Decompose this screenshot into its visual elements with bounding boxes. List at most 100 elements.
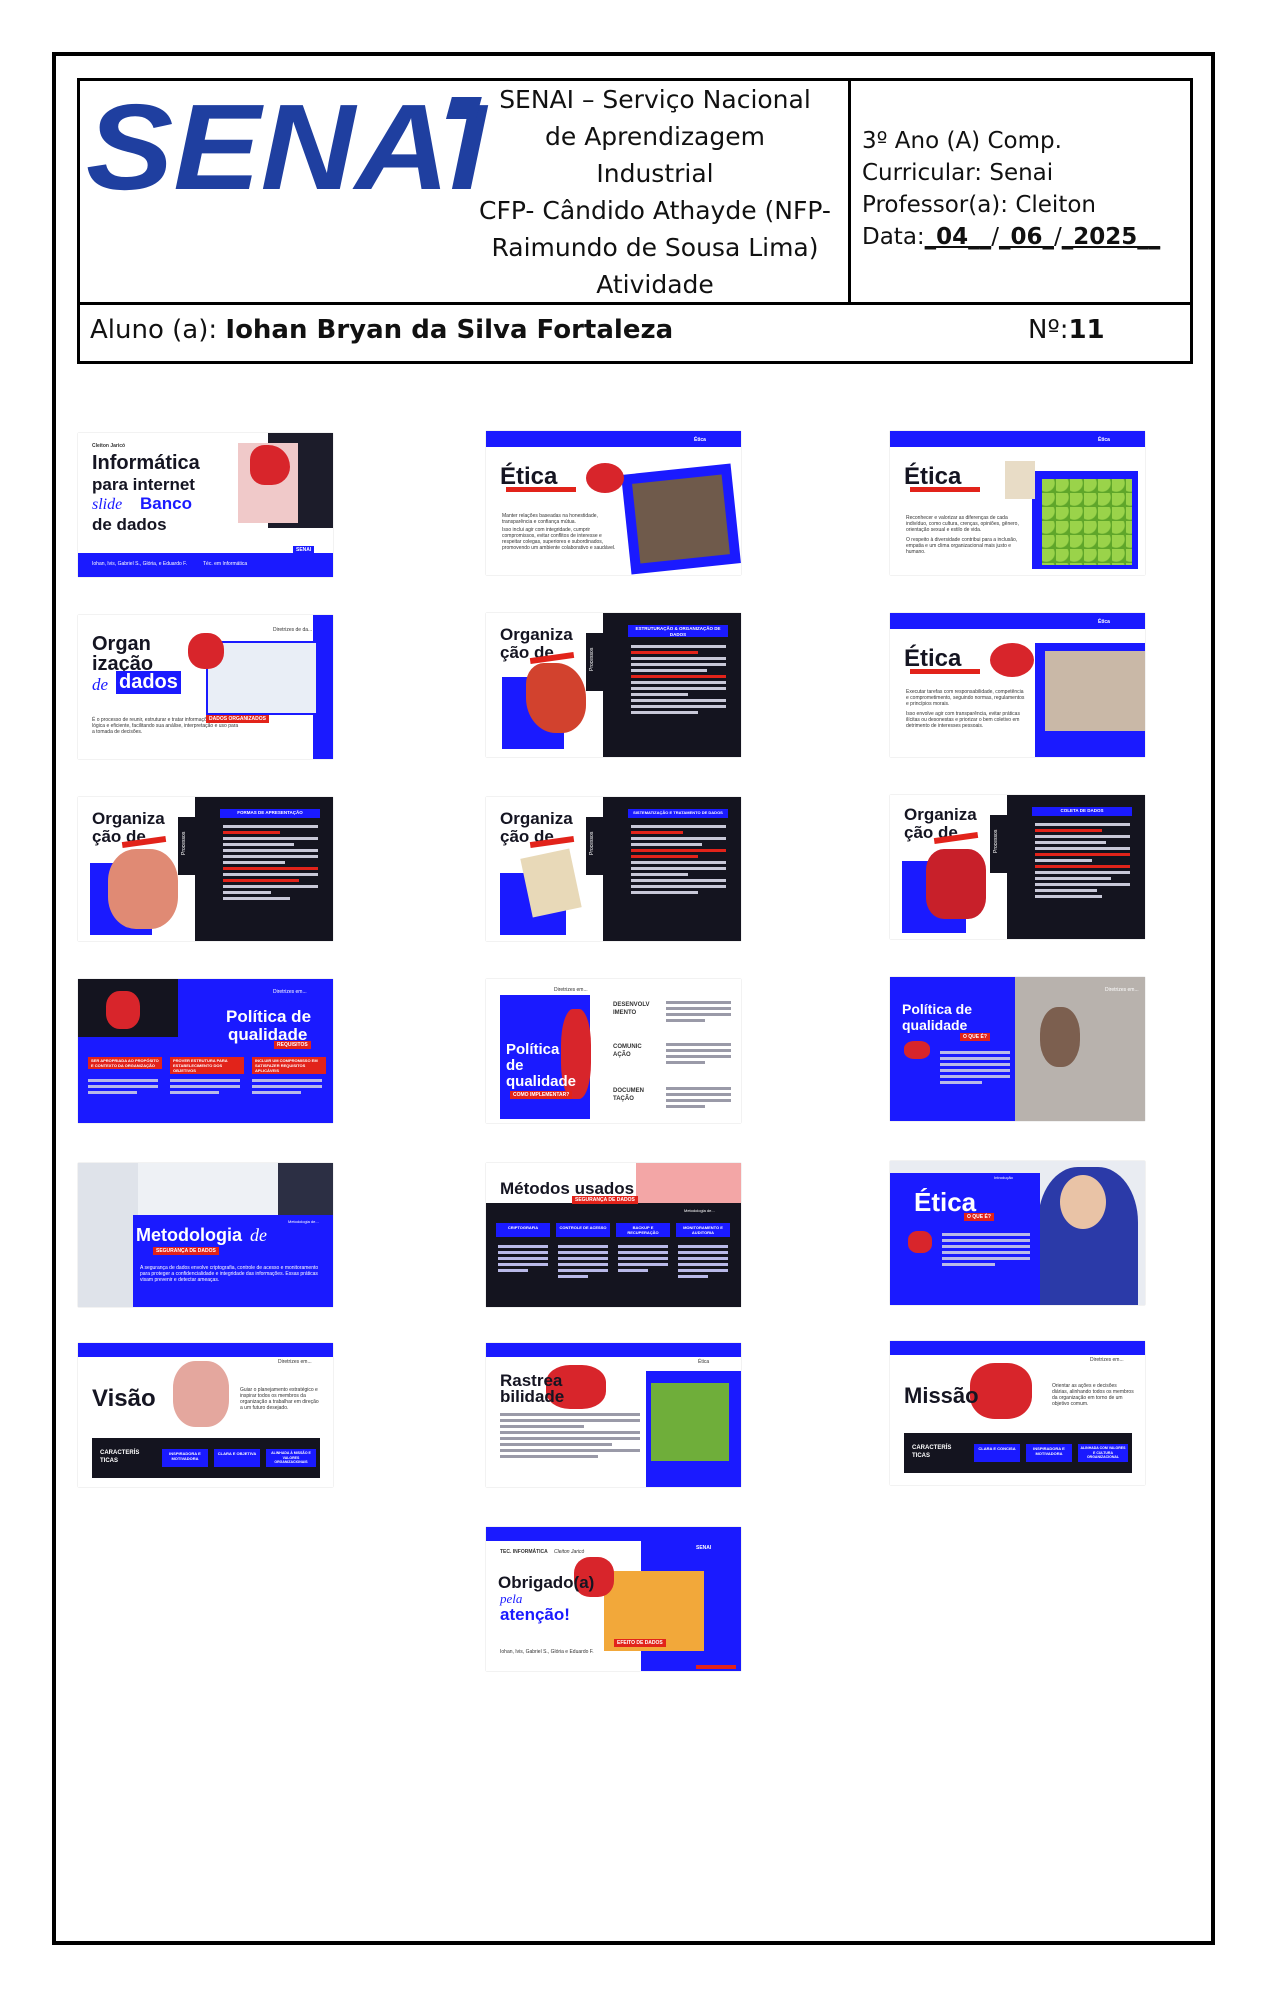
slide-item: DOCUMEN TAÇÃO — [613, 1088, 644, 1102]
slide-title: Ética — [914, 1187, 977, 1217]
date-label: Data: — [862, 224, 925, 250]
slide-title: Organ — [92, 633, 151, 655]
slide-top-bar — [890, 1341, 1145, 1355]
slide-bullet: Isso envolve agir com transparência, evi… — [906, 711, 1020, 729]
slide-heading-bar — [628, 809, 728, 818]
fabric-photo — [636, 1163, 741, 1203]
slide-text: A segurança de dados envolve criptografi… — [140, 1265, 319, 1283]
slide-tag: SENAI — [696, 1545, 712, 1551]
slide-title: Métodos usados — [500, 1179, 635, 1198]
chart-photo — [206, 641, 318, 715]
slide-item: DESENVOLV IMENTO — [613, 1002, 650, 1016]
slide-text-lines — [666, 1087, 731, 1111]
slide-thumbnail-19: SENAI TEC. INFORMÁTICA Cleiton Jaricó Ob… — [486, 1527, 741, 1671]
slide-title: Visão — [92, 1385, 156, 1412]
red-flower-icon — [970, 1363, 1032, 1419]
student-field: Aluno (a): Iohan Bryan da Silva Fortalez… — [90, 315, 673, 345]
slide-text-lines — [631, 645, 726, 717]
chip-label: INSPIRADORA E MOTIVADORA — [1033, 1446, 1065, 1456]
method-label: CRIPTOGRAFIA — [507, 1225, 539, 1230]
slide-thumbnail-12: Diretrizes em... Política de qualidade O… — [890, 977, 1145, 1121]
slide-tag: Ética — [694, 437, 706, 443]
slide-sub: REQUISITOS — [274, 1041, 311, 1049]
class-info: 3º Ano (A) Comp. Curricular: Senai Profe… — [862, 125, 1160, 253]
slide-thumbnail-15: Introdução Ética O QUE É? — [890, 1161, 1145, 1305]
slide-thumbnail-16: Diretrizes em... Visão Guiar o planejame… — [78, 1343, 333, 1487]
slide-text-lines — [223, 825, 318, 903]
slide-thumbnail-13: Metodologia de... Metodologia de SEGURAN… — [78, 1163, 333, 1307]
person-photo — [1040, 1007, 1080, 1067]
institution-line: SENAI – Serviço Nacional — [499, 85, 811, 114]
paper-bag-photo — [1005, 461, 1035, 499]
slide-dark-panel — [486, 1203, 741, 1307]
slide-text: Orientar as ações e decisões diárias, al… — [1052, 1383, 1134, 1407]
slide-title: Rastrea — [500, 1371, 563, 1390]
slide-thumbnail-8: Processos Organiza ção de SISTEMATIZAÇÃO… — [486, 797, 741, 941]
slide-thumbnail-7: Processos Organiza ção de FORMAS DE APRE… — [78, 797, 333, 941]
slide-text-lines — [678, 1245, 728, 1281]
slide-top-bar — [890, 431, 1145, 447]
slide-sub: COMO IMPLEMENTAR? — [510, 1091, 573, 1099]
slide-label: DADOS ORGANIZADOS — [206, 715, 269, 723]
chip-label: CLARA E CONCISA — [978, 1446, 1016, 1451]
slide-side-tab — [586, 817, 606, 875]
slide-blue-panel — [133, 1215, 333, 1307]
institution-line: Atividade — [596, 270, 714, 299]
bar-label: TICAS — [912, 1453, 930, 1459]
senai-logo: SENAI — [84, 89, 514, 204]
chip-label: ALINHADA COM VALORES E CULTURA ORGANIZAC… — [1080, 1446, 1126, 1459]
header-divider — [848, 81, 851, 305]
date-year: _2025__ — [1061, 224, 1161, 250]
green-apples-photo — [1042, 479, 1132, 565]
method-card — [556, 1223, 610, 1237]
slide-title: qualidade — [902, 1017, 968, 1033]
slide-heading: SISTEMATIZAÇÃO E TRATAMENTO DE DADOS — [633, 810, 723, 815]
slide-text-lines — [88, 1079, 158, 1097]
slide-heading: ESTRUTURAÇÃO & ORGANIZAÇÃO DE DADOS — [635, 626, 721, 637]
flower-photo — [173, 1361, 229, 1427]
slide-title: de — [506, 1057, 524, 1074]
red-flower-icon — [106, 991, 140, 1029]
slide-author: Cleiton Jaricó — [92, 443, 126, 449]
face-photo — [1060, 1175, 1106, 1229]
page-border — [52, 52, 1215, 1945]
slide-thumbnail-9: Processos Organiza ção de COLETA DE DADO… — [890, 795, 1145, 939]
slide-title: Organiza — [92, 809, 165, 828]
slide-thumbnail-6: Ética Ética Executar tarefas com respons… — [890, 613, 1145, 757]
red-flower-icon — [990, 643, 1034, 677]
slide-text-lines — [170, 1079, 240, 1097]
slide-side-tab — [990, 815, 1010, 873]
slide-side-bar — [313, 615, 333, 759]
slide-heading: COLETA DE DADOS — [1060, 808, 1104, 813]
slide-title: Metodologia — [136, 1225, 242, 1245]
slide-text-lines — [498, 1245, 548, 1275]
slide-title: Informática — [92, 452, 200, 474]
professor: Professor(a): Cleiton — [862, 192, 1096, 218]
slide-title: Ética — [904, 645, 962, 672]
slide-text: É o processo de reunir, estruturar e tra… — [92, 717, 239, 735]
slide-thumbnail-1: Cleiton Jaricó Informática para internet… — [78, 433, 333, 577]
slide-dark-panel — [603, 613, 741, 757]
method-label: BACKUP E RECUPERAÇÃO — [627, 1225, 659, 1235]
slide-title: qualidade — [506, 1073, 577, 1090]
slide-title: de dados — [92, 515, 167, 534]
red-flower-icon — [546, 1365, 606, 1409]
slide-text-lines — [1035, 823, 1130, 901]
header-top-row: SENAI SENAI – Serviço Nacional de Aprend… — [80, 81, 1190, 305]
slide-column: INCLUIR UM COMPROMISSO EM SATISFAZER REQ… — [252, 1057, 326, 1074]
slide-tag: Ética — [1098, 437, 1110, 443]
slide-thumbnail-4: Diretrizes de da... Organ ização de dado… — [78, 615, 333, 759]
slide-text-lines — [631, 825, 726, 897]
slide-tag: Diretrizes em... — [1090, 1357, 1124, 1363]
bar-label: CARACTERÍS — [912, 1445, 952, 1451]
slide-title: qualidade — [228, 1025, 308, 1044]
slide-teacher: Cleiton Jaricó — [554, 1549, 585, 1555]
slide-thumbnail-3: Ética Ética Reconhecer e valorizar as di… — [890, 431, 1145, 575]
slide-label: EFEITO DE DADOS — [614, 1639, 666, 1647]
slide-text: Guiar o planejamento estratégico e inspi… — [240, 1387, 319, 1411]
slide-title: Política de — [226, 1007, 312, 1026]
slide-tag: Diretrizes de da... — [273, 627, 313, 633]
slide-thumbnail-18: Diretrizes em... Missão Orientar as açõe… — [890, 1341, 1145, 1485]
slide-script: slide — [92, 496, 123, 513]
slide-tag: Metodologia de... — [684, 1208, 715, 1213]
